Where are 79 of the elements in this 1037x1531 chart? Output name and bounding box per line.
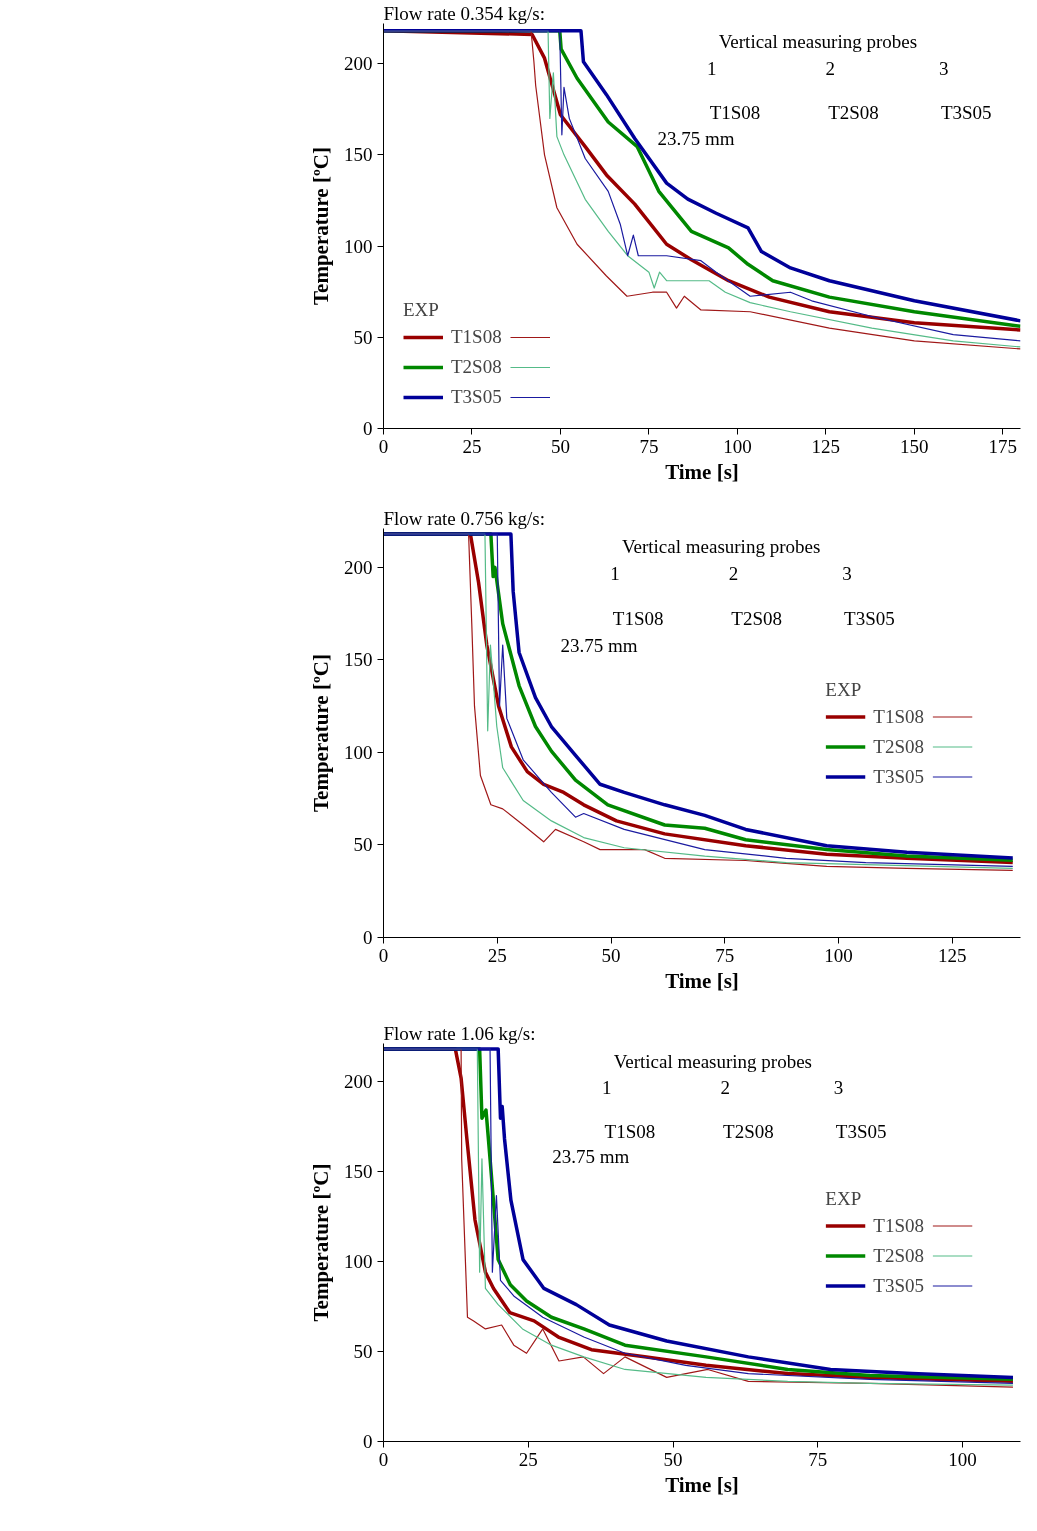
y-tick-label: 0 <box>363 418 373 439</box>
legend-label: T3S05 <box>451 386 502 408</box>
x-tick-label: 25 <box>487 944 507 966</box>
legend-label: T2S08 <box>873 1244 924 1267</box>
y-tick-label: 50 <box>353 1340 373 1362</box>
annotation: T3S05 <box>835 1120 887 1142</box>
x-tick-label: 50 <box>663 1448 683 1470</box>
annotation: 3 <box>842 562 852 584</box>
x-axis-title: Time [s] <box>665 968 739 993</box>
x-axis-title: Time [s] <box>665 459 739 484</box>
x-tick-label: 75 <box>808 1448 828 1470</box>
annotation: 3 <box>938 57 949 79</box>
y-tick-label: 150 <box>344 144 373 166</box>
annotation: T1S08 <box>604 1120 656 1142</box>
chart-title: Flow rate 0.756 kg/s: <box>383 507 545 529</box>
chart-title: Flow rate 1.06 kg/s: <box>383 1022 536 1044</box>
y-axis-title: Temperature [ºC] <box>309 1163 333 1322</box>
legend-title: EXP <box>403 299 440 321</box>
annotation: T2S08 <box>828 102 879 124</box>
y-tick-label: 50 <box>353 834 373 856</box>
annotation: 23.75 mm <box>552 1146 630 1168</box>
y-axis-title: Temperature [ºC] <box>309 654 333 812</box>
chart-title: Flow rate 0.354 kg/s: <box>383 2 545 24</box>
legend-label: T2S08 <box>873 735 924 757</box>
annotation: T2S08 <box>723 1120 774 1142</box>
annotation: 2 <box>720 1076 730 1098</box>
x-tick-label: 75 <box>715 944 735 966</box>
y-tick-label: 100 <box>344 235 373 257</box>
y-tick-label: 200 <box>344 1070 373 1092</box>
annotation: T1S08 <box>612 607 664 629</box>
x-tick-label: 175 <box>988 435 1018 457</box>
x-tick-label: 100 <box>948 1448 977 1470</box>
legend-label: T2S08 <box>451 356 502 378</box>
annotation: T3S05 <box>940 102 992 124</box>
annotation: 2 <box>825 57 836 79</box>
x-tick-label: 125 <box>938 944 967 966</box>
x-tick-label: 75 <box>639 435 659 457</box>
x-tick-label: 25 <box>462 435 482 457</box>
legend-label: T3S05 <box>873 1274 924 1297</box>
y-tick-label: 150 <box>344 649 373 671</box>
legend-title: EXP <box>825 1187 863 1210</box>
annotation: 3 <box>833 1076 844 1098</box>
annotation: 23.75 mm <box>657 128 735 150</box>
annotation: Vertical measuring probes <box>621 536 821 558</box>
y-tick-label: 200 <box>344 556 373 578</box>
annotation: 1 <box>610 562 620 584</box>
x-tick-label: 25 <box>518 1448 538 1470</box>
annotation: Vertical measuring probes <box>718 31 918 53</box>
y-tick-label: 100 <box>344 741 373 763</box>
legend-label: T1S08 <box>873 705 924 727</box>
annotation: T3S05 <box>844 607 895 629</box>
legend-label: T1S08 <box>873 1214 924 1237</box>
x-tick-label: 100 <box>824 944 853 966</box>
legend-label: T1S08 <box>451 326 502 348</box>
x-tick-label: 125 <box>811 435 841 457</box>
y-tick-label: 100 <box>344 1250 373 1272</box>
y-axis-title: Temperature [ºC] <box>309 147 333 305</box>
x-axis-title: Time [s] <box>665 1472 739 1497</box>
y-tick-label: 0 <box>363 1431 373 1452</box>
x-tick-label: 0 <box>378 944 389 966</box>
x-tick-label: 150 <box>900 435 929 457</box>
annotation: T1S08 <box>709 102 761 124</box>
y-tick-label: 0 <box>363 927 373 948</box>
annotation: Vertical measuring probes <box>613 1050 813 1072</box>
y-tick-label: 200 <box>344 53 373 75</box>
annotation: T2S08 <box>731 607 782 629</box>
x-tick-label: 50 <box>601 944 621 966</box>
annotation: 23.75 mm <box>560 634 638 656</box>
annotation: 1 <box>707 57 717 79</box>
annotation: 1 <box>601 1076 612 1098</box>
y-tick-label: 150 <box>344 1160 373 1182</box>
annotation: 2 <box>728 562 739 584</box>
x-tick-label: 100 <box>723 435 752 457</box>
y-tick-label: 50 <box>353 326 373 348</box>
x-tick-label: 0 <box>378 1448 389 1470</box>
x-tick-label: 0 <box>378 435 389 457</box>
x-tick-label: 50 <box>550 435 570 457</box>
legend-label: T3S05 <box>873 765 924 787</box>
legend-title: EXP <box>825 678 863 700</box>
